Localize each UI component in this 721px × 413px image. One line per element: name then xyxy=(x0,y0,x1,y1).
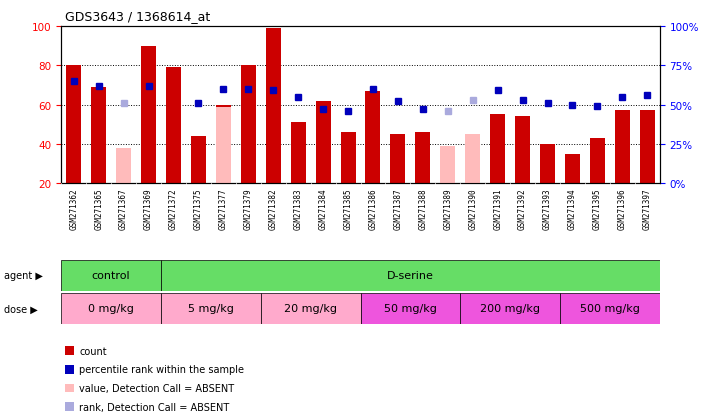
Bar xyxy=(316,102,330,184)
Text: GSM271379: GSM271379 xyxy=(244,188,253,229)
Text: GSM271377: GSM271377 xyxy=(219,188,228,229)
Bar xyxy=(241,66,256,184)
Text: GSM271388: GSM271388 xyxy=(418,188,428,229)
Text: 500 mg/kg: 500 mg/kg xyxy=(580,304,640,314)
Text: GSM271397: GSM271397 xyxy=(642,188,652,229)
Text: percentile rank within the sample: percentile rank within the sample xyxy=(79,364,244,375)
Bar xyxy=(340,133,355,184)
Text: 5 mg/kg: 5 mg/kg xyxy=(188,304,234,314)
Text: 0 mg/kg: 0 mg/kg xyxy=(88,304,134,314)
Bar xyxy=(391,135,405,184)
Bar xyxy=(261,293,360,324)
Bar xyxy=(216,105,231,184)
Text: GSM271365: GSM271365 xyxy=(94,188,103,229)
Text: GSM271383: GSM271383 xyxy=(293,188,303,229)
Bar xyxy=(540,145,555,184)
Text: dose ▶: dose ▶ xyxy=(4,304,37,314)
Text: GSM271382: GSM271382 xyxy=(269,188,278,229)
Bar xyxy=(560,293,660,324)
Text: GSM271375: GSM271375 xyxy=(194,188,203,229)
Text: 20 mg/kg: 20 mg/kg xyxy=(284,304,337,314)
Bar xyxy=(266,29,280,184)
Text: GDS3643 / 1368614_at: GDS3643 / 1368614_at xyxy=(65,10,210,23)
Bar xyxy=(91,88,106,184)
Bar xyxy=(590,139,605,184)
Text: 50 mg/kg: 50 mg/kg xyxy=(384,304,437,314)
Bar xyxy=(166,68,181,184)
Text: GSM271362: GSM271362 xyxy=(69,188,79,229)
Bar xyxy=(360,293,460,324)
Text: GSM271385: GSM271385 xyxy=(343,188,353,229)
Bar xyxy=(640,111,655,184)
Bar xyxy=(441,147,455,184)
Text: GSM271386: GSM271386 xyxy=(368,188,378,229)
Bar xyxy=(161,293,261,324)
Text: GSM271390: GSM271390 xyxy=(468,188,477,229)
Bar xyxy=(460,293,560,324)
Text: GSM271372: GSM271372 xyxy=(169,188,178,229)
Text: GSM271392: GSM271392 xyxy=(518,188,527,229)
Text: count: count xyxy=(79,346,107,356)
Bar xyxy=(216,107,231,184)
Text: rank, Detection Call = ABSENT: rank, Detection Call = ABSENT xyxy=(79,401,229,412)
Bar xyxy=(615,111,630,184)
Text: GSM271395: GSM271395 xyxy=(593,188,602,229)
Text: value, Detection Call = ABSENT: value, Detection Call = ABSENT xyxy=(79,383,234,393)
Text: agent ▶: agent ▶ xyxy=(4,271,43,281)
Bar xyxy=(515,117,530,184)
Bar xyxy=(61,260,161,291)
Text: GSM271396: GSM271396 xyxy=(618,188,627,229)
Text: GSM271393: GSM271393 xyxy=(543,188,552,229)
Bar xyxy=(61,293,161,324)
Bar xyxy=(141,47,156,184)
Bar xyxy=(291,123,306,184)
Text: GSM271367: GSM271367 xyxy=(119,188,128,229)
Bar xyxy=(415,133,430,184)
Bar xyxy=(161,260,660,291)
Bar xyxy=(565,154,580,184)
Text: GSM271384: GSM271384 xyxy=(319,188,327,229)
Text: GSM271391: GSM271391 xyxy=(493,188,502,229)
Bar xyxy=(116,148,131,184)
Bar xyxy=(66,66,81,184)
Text: 200 mg/kg: 200 mg/kg xyxy=(480,304,540,314)
Text: GSM271394: GSM271394 xyxy=(568,188,577,229)
Text: GSM271387: GSM271387 xyxy=(394,188,402,229)
Text: GSM271389: GSM271389 xyxy=(443,188,452,229)
Bar xyxy=(490,115,505,184)
Bar xyxy=(191,137,206,184)
Bar xyxy=(465,135,480,184)
Text: control: control xyxy=(92,271,131,281)
Bar xyxy=(366,92,381,184)
Text: D-serine: D-serine xyxy=(387,271,434,281)
Text: GSM271369: GSM271369 xyxy=(144,188,153,229)
